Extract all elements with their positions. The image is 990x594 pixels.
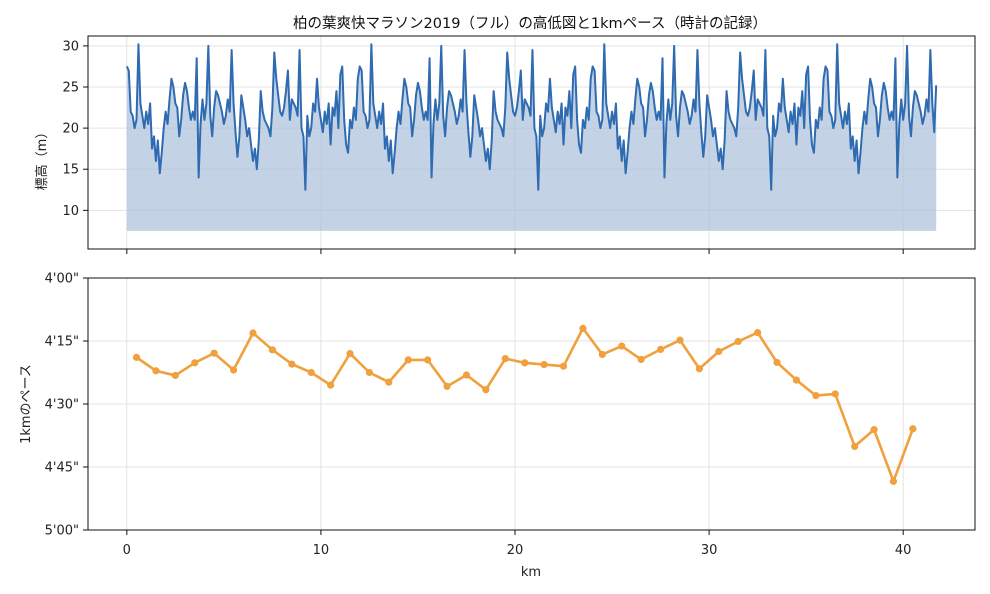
pace-point — [695, 365, 703, 373]
pace-panel: 4'00" 4'15" 4'30" 4'45" 5'00" 0 10 20 30 40 1kmのペ… — [19, 272, 976, 580]
pace-y-tick-label: 4'45" — [45, 461, 79, 476]
elevation-y-tick-label: 20 — [62, 122, 79, 137]
pace-point — [424, 356, 432, 364]
pace-point — [346, 350, 354, 358]
pace-y-tick-label: 4'00" — [45, 272, 79, 287]
pace-point — [754, 329, 762, 337]
pace-y-tick-label: 4'15" — [45, 335, 79, 350]
pace-points — [132, 324, 917, 485]
pace-line — [135, 327, 915, 483]
pace-point — [268, 346, 276, 354]
pace-point — [327, 381, 335, 389]
pace-point — [210, 349, 218, 357]
pace-point — [385, 378, 393, 386]
elevation-y-axis-label: 標高（m） — [34, 126, 50, 191]
elevation-axis-ticks: 10 15 20 25 30 — [62, 39, 904, 254]
elevation-panel: 10 15 20 25 30 標高（m） — [34, 35, 976, 254]
pace-point — [637, 355, 645, 364]
pace-point — [715, 347, 723, 356]
pace-point — [171, 371, 179, 380]
elevation-plot-frame — [87, 35, 976, 250]
pace-point — [598, 350, 606, 359]
pace-point — [249, 329, 257, 337]
pace-point — [443, 382, 451, 390]
pace-point — [307, 368, 315, 377]
pace-point — [521, 359, 529, 367]
pace-x-tick-label: 30 — [701, 543, 718, 558]
pace-x-tick-label: 10 — [313, 543, 330, 558]
pace-axis-ticks: 4'00" 4'15" 4'30" 4'45" 5'00" 0 10 20 30 40 — [45, 272, 912, 559]
pace-point — [229, 366, 238, 374]
pace-point — [152, 367, 160, 375]
pace-point — [462, 371, 471, 379]
chart-title: 柏の葉爽快マラソン2019（フル）の高低図と1kmペース（時計の記録） — [293, 15, 767, 32]
pace-point — [288, 360, 296, 368]
pace-y-tick-label: 4'30" — [45, 398, 79, 413]
pace-point — [792, 376, 801, 384]
elevation-y-tick-label: 30 — [62, 39, 79, 54]
pace-x-axis-label: km — [521, 565, 541, 580]
pace-point — [191, 359, 199, 367]
pace-point — [132, 353, 141, 361]
pace-point — [404, 356, 412, 364]
pace-point — [773, 358, 781, 367]
elevation-y-tick-label: 15 — [62, 163, 79, 178]
elevation-y-tick-label: 25 — [62, 80, 79, 95]
elevation-line — [125, 43, 938, 191]
pace-point — [618, 342, 626, 350]
pace-point — [579, 324, 587, 332]
elevation-area-fill — [126, 44, 937, 231]
pace-point — [540, 360, 548, 369]
pace-point — [812, 392, 820, 400]
pace-point — [676, 336, 684, 344]
pace-x-tick-label: 20 — [507, 543, 524, 558]
pace-y-axis-label: 1kmのペース — [19, 364, 34, 444]
pace-point — [501, 355, 509, 363]
pace-point — [734, 337, 742, 346]
pace-point — [909, 425, 917, 433]
pace-x-tick-label: 40 — [895, 543, 912, 558]
pace-y-tick-label: 5'00" — [45, 524, 79, 539]
pace-point — [851, 442, 859, 451]
pace-point — [482, 386, 490, 394]
pace-x-tick-label: 0 — [123, 543, 131, 558]
pace-grid — [88, 277, 975, 531]
pace-point — [831, 390, 839, 398]
pace-point — [870, 426, 878, 434]
pace-point — [365, 368, 374, 377]
pace-point — [559, 362, 568, 370]
pace-point — [889, 477, 898, 485]
pace-point — [656, 345, 665, 353]
elevation-y-tick-label: 10 — [62, 204, 79, 219]
